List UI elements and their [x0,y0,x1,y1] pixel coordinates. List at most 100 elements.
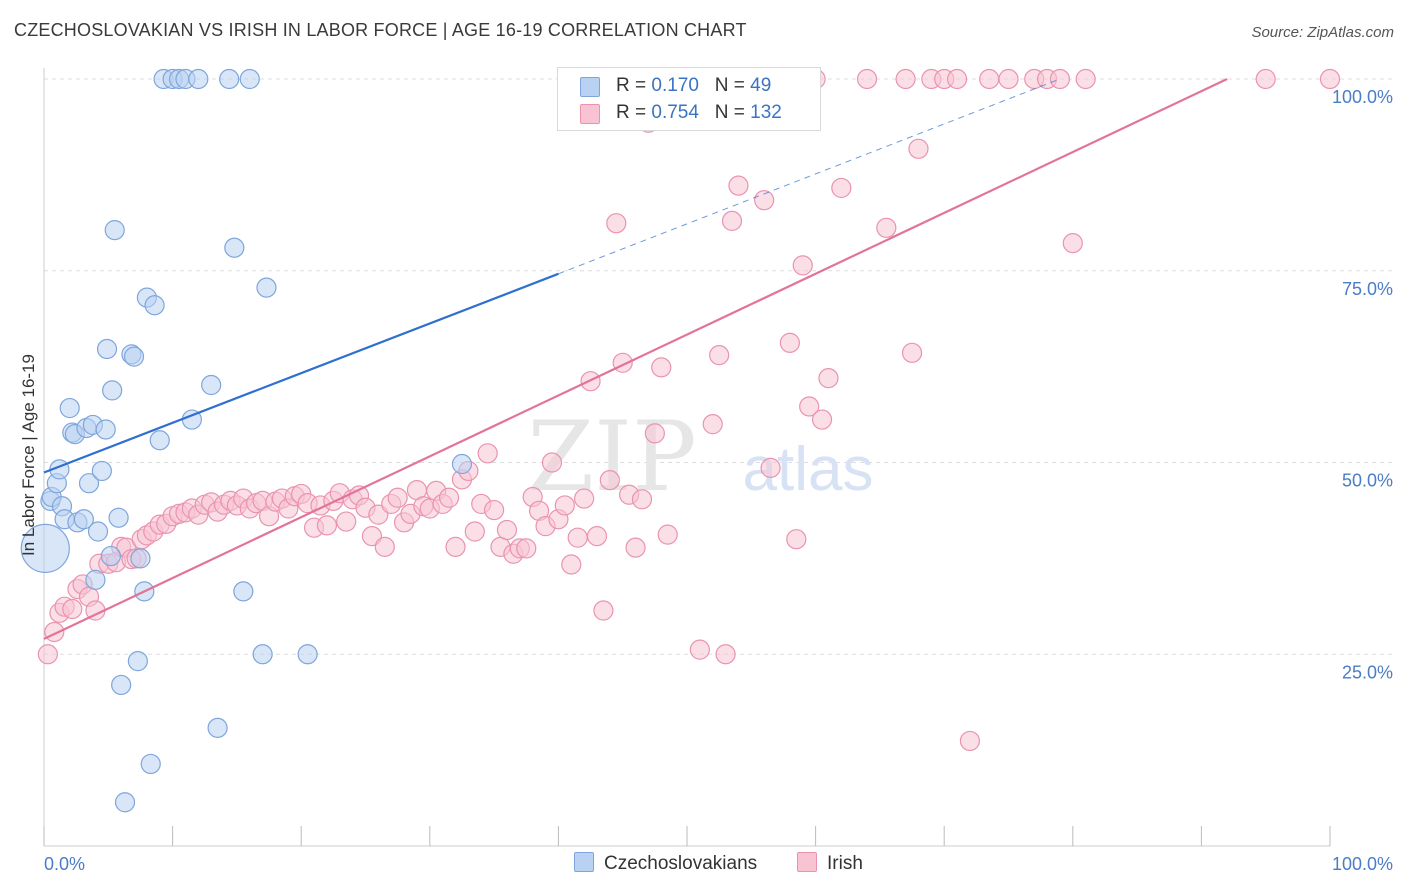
irish-point [336,511,357,532]
source-credit: Source: ZipAtlas.com [1251,24,1394,41]
irish-point [606,213,627,234]
czech-point [207,717,228,738]
irish-point [786,529,807,550]
bottom-legend-irish: Irish [797,852,863,875]
irish-point [1075,68,1096,90]
czech-points [20,68,473,813]
irish-point [901,342,923,363]
irish-point [561,554,582,575]
irish-point [1049,68,1071,90]
chart-title: CZECHOSLOVAKIAN VS IRISH IN LABOR FORCE … [14,20,747,40]
irish-point [496,519,518,541]
x-tick-label-start: 0.0% [44,854,85,874]
irish-point [484,499,505,521]
czech-point [108,507,129,528]
czech-point [73,509,94,530]
czech-point [297,644,318,665]
irish-point [946,68,968,90]
legend-irish-text: R = 0.754 N = 132 [616,102,782,124]
czech-point [256,277,277,298]
bottom-irish-label: Irish [827,853,863,874]
irish-point [760,457,781,478]
czech-point [144,295,165,316]
irish-point [593,600,614,621]
irish-point [856,68,878,90]
irish-point [709,345,730,366]
irish-point [908,138,929,159]
irish-point [721,210,743,231]
y-tick-label: 75.0% [1342,279,1393,299]
axes [43,68,1331,847]
y-tick-label: 50.0% [1342,471,1393,491]
legend-irish-r-label: R = [616,102,647,123]
czech-point [59,397,80,419]
irish-point [554,495,575,516]
czech-point [140,753,161,775]
irish-point [876,217,897,238]
czech-trend-extension [558,78,1061,275]
y-tick-label: 25.0% [1342,662,1393,682]
czech-point [233,581,254,602]
irish-point [1062,233,1083,254]
bottom-legend-czech: Czechoslovakians [574,852,757,875]
czech-point [451,453,473,475]
irish-point [37,644,58,665]
czech-trend-line [43,272,559,474]
czech-point [104,219,125,241]
irish-point [438,487,460,508]
irish-point [541,452,563,473]
irish-point [374,536,395,557]
y-tick-label: 100.0% [1332,87,1393,107]
legend-irish-n-value: 132 [750,102,782,123]
irish-point [702,414,723,435]
czech-point [130,548,151,569]
irish-point [728,175,749,196]
stats-legend: R = 0.170 N = 49 R = 0.754 N = 132 [557,67,821,131]
y-axis-title: In Labor Force | Age 16-19 [19,354,38,556]
irish-point [586,526,608,547]
irish-point [818,368,839,389]
czech-point [219,68,240,90]
czech-point [127,651,148,672]
legend-czech-n-value: 49 [750,75,772,96]
irish-point [754,190,775,211]
bottom-czech-swatch [574,852,594,872]
irish-point [387,487,408,508]
czech-point [87,521,109,542]
czech-point [114,792,136,813]
czech-point [20,523,70,574]
irish-point [316,515,338,536]
bottom-irish-swatch [797,852,817,872]
irish-point [464,521,485,542]
irish-point [1319,68,1341,90]
irish-point [959,730,981,752]
czech-point [91,460,112,482]
czech-point [95,419,116,440]
irish-point [779,332,800,353]
czech-point [111,674,132,696]
irish-point [689,639,710,660]
czech-point [252,644,273,665]
trend-lines [43,78,1228,640]
czech-point [188,68,209,90]
irish-point [799,396,820,417]
czech-point [149,430,170,451]
irish-point [631,489,653,510]
legend-czech-text: R = 0.170 N = 49 [616,75,771,97]
irish-point [792,255,813,276]
irish-point [657,524,678,545]
irish-points [37,68,1341,752]
gridlines [44,78,1392,655]
irish-point [979,68,1000,90]
czech-point [224,237,245,258]
irish-point [599,470,620,491]
irish-point [1255,68,1276,90]
tick-labels: 25.0% 50.0% 75.0% 100.0% 0.0% 100.0% [44,87,1393,874]
legend-czech-r-value: 0.170 [651,75,699,96]
irish-point [651,357,672,378]
czech-point [239,68,260,90]
czech-swatch [580,77,600,97]
irish-point [831,177,852,199]
irish-point [625,537,646,558]
czech-point [85,569,106,590]
